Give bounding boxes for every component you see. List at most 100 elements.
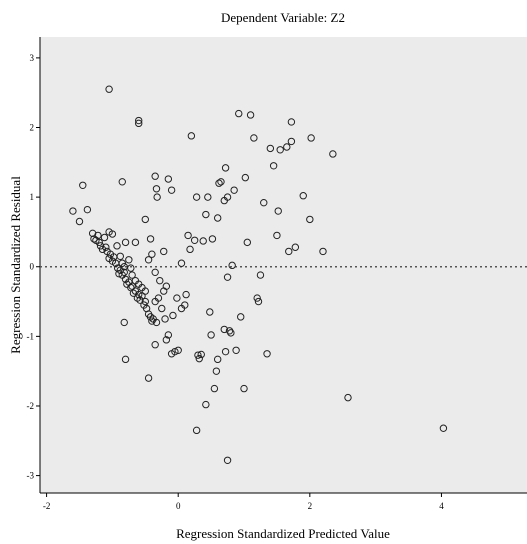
data-point	[241, 173, 250, 182]
data-point	[169, 311, 177, 320]
data-point	[136, 296, 144, 304]
data-point	[94, 231, 102, 240]
data-point	[146, 235, 155, 243]
data-point	[151, 268, 159, 277]
data-point	[141, 287, 149, 295]
data-point	[221, 347, 230, 356]
data-point	[269, 162, 278, 170]
data-point	[125, 256, 133, 264]
data-point	[135, 116, 143, 125]
data-point	[194, 351, 202, 359]
data-point	[75, 217, 84, 226]
data-point	[105, 85, 113, 93]
data-point	[291, 243, 300, 251]
data-points	[69, 85, 448, 464]
data-point	[156, 276, 164, 285]
data-point	[135, 290, 143, 299]
data-point	[246, 111, 255, 119]
data-point	[250, 134, 258, 142]
data-point	[102, 243, 110, 251]
data-point	[223, 273, 232, 281]
data-point	[299, 192, 307, 200]
data-point	[273, 231, 281, 240]
data-point	[177, 259, 186, 267]
data-point	[253, 294, 261, 302]
data-point	[79, 181, 87, 189]
data-point	[141, 215, 149, 224]
data-point	[182, 290, 190, 299]
data-point	[307, 134, 315, 142]
data-point	[162, 336, 171, 344]
data-point	[212, 367, 221, 375]
data-point	[256, 271, 265, 279]
data-point	[207, 331, 215, 339]
data-point	[153, 193, 161, 201]
data-point	[151, 341, 159, 349]
data-point	[164, 331, 173, 339]
axes: -3 -2 -1 0 1 2 3 -2 0 2 4	[27, 37, 527, 511]
data-point	[439, 424, 448, 432]
data-point	[161, 315, 169, 323]
data-point	[221, 164, 230, 172]
data-point	[215, 179, 223, 187]
data-point	[306, 215, 314, 224]
y-tick-label: -1	[27, 331, 35, 341]
data-point	[174, 346, 182, 354]
data-point	[151, 172, 159, 180]
data-point	[329, 150, 337, 158]
data-point	[230, 186, 238, 194]
data-point	[285, 247, 293, 256]
data-point	[213, 214, 222, 222]
data-point	[240, 384, 248, 393]
data-point	[283, 143, 291, 151]
data-point	[116, 252, 124, 260]
data-point	[127, 264, 135, 272]
data-point	[118, 178, 126, 186]
data-point	[184, 231, 192, 240]
data-point	[144, 374, 153, 382]
data-point	[148, 317, 156, 325]
data-point	[69, 207, 77, 215]
x-axis-label: Regression Standardized Predicted Value	[176, 526, 390, 541]
data-point	[141, 297, 149, 306]
data-point	[83, 205, 92, 214]
x-tick-label: 2	[308, 501, 313, 511]
data-point	[192, 193, 201, 201]
y-tick-label: 3	[30, 53, 35, 63]
data-point	[128, 271, 136, 279]
data-point	[152, 185, 161, 193]
data-point	[120, 318, 128, 327]
data-point	[121, 238, 130, 247]
data-point	[154, 294, 163, 302]
data-point	[223, 193, 232, 201]
data-point	[225, 327, 234, 335]
data-point	[220, 325, 228, 334]
data-point	[202, 400, 210, 409]
data-point	[192, 426, 201, 435]
data-point	[276, 146, 284, 154]
data-point	[287, 118, 296, 126]
data-point	[181, 301, 189, 309]
data-point	[217, 178, 225, 186]
data-point	[129, 289, 138, 297]
data-point	[344, 393, 352, 402]
data-point	[121, 355, 130, 364]
data-point	[167, 186, 176, 194]
x-tick-label: -2	[43, 501, 51, 511]
x-tick-label: 4	[439, 501, 444, 511]
data-point	[204, 193, 212, 201]
data-point	[243, 238, 252, 247]
y-axis-label: Regression Standardized Residual	[8, 176, 23, 354]
data-point	[227, 329, 235, 337]
data-point	[171, 347, 179, 356]
data-point	[210, 384, 219, 393]
data-point	[95, 238, 103, 247]
data-point	[232, 346, 240, 354]
data-point	[186, 245, 194, 254]
data-point	[131, 238, 140, 247]
data-point	[260, 198, 268, 207]
y-tick-label: 2	[30, 123, 35, 133]
data-point	[158, 304, 166, 313]
data-point	[164, 175, 173, 183]
